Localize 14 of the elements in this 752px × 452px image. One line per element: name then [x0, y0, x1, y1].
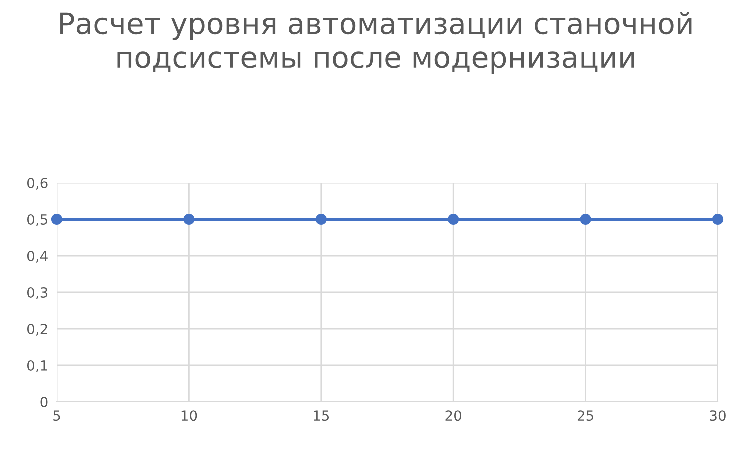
x-tick-label: 20 — [446, 410, 462, 422]
y-tick-label: 0,6 — [27, 178, 48, 190]
y-tick-label: 0,4 — [27, 250, 48, 263]
x-tick-label: 5 — [54, 410, 60, 422]
x-tick-label: 30 — [710, 410, 726, 422]
y-tick-label: 0,5 — [27, 214, 48, 226]
x-tick-label: 15 — [314, 410, 330, 422]
y-tick-label: 0 — [40, 396, 48, 408]
x-tick-label: 25 — [578, 410, 594, 422]
y-tick-label: 0,1 — [27, 360, 48, 372]
y-tick-label: 0,2 — [27, 324, 48, 336]
y-tick-label: 0,3 — [27, 287, 48, 300]
x-tick-label: 10 — [182, 410, 198, 422]
chart-title: Расчет уровня автоматизации станочной подсистемы после модернизации — [60, 12, 692, 74]
